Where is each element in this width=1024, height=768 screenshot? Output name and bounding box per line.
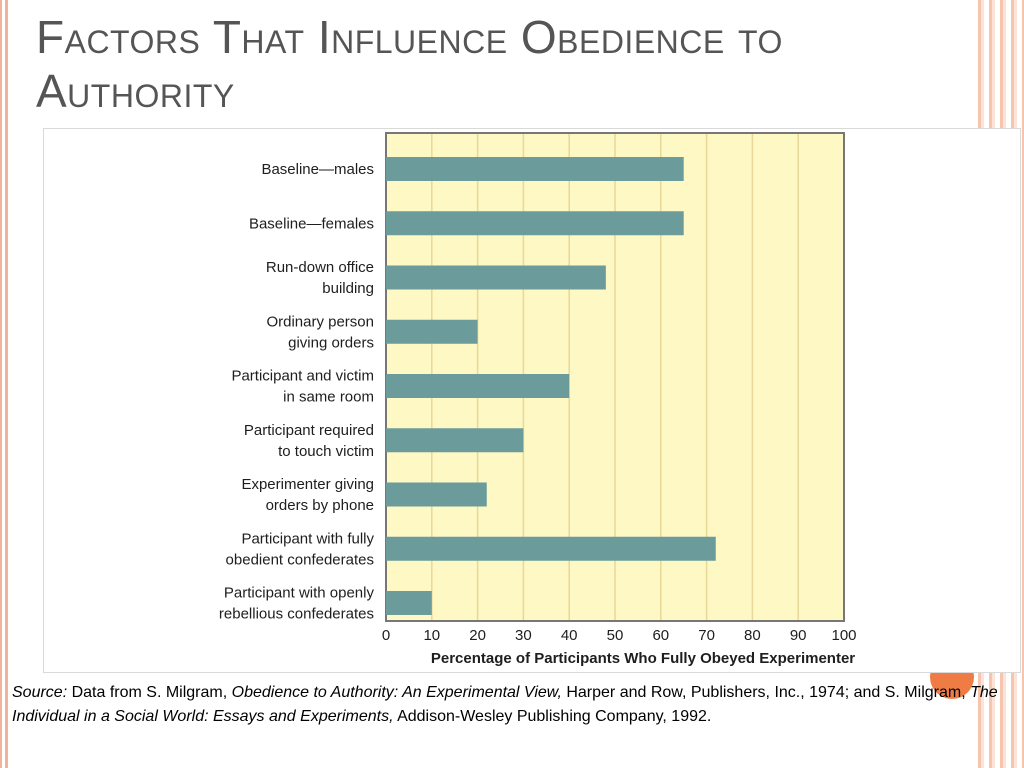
x-tick-label: 100	[831, 627, 856, 644]
category-label: Experimenter giving orders by phone	[241, 476, 374, 514]
source-citation: Source: Data from S. Milgram, Obedience …	[12, 681, 1002, 729]
source-text-2: Harper and Row, Publishers, Inc., 1974; …	[561, 684, 971, 701]
category-label: Baseline—females	[249, 215, 374, 232]
category-label: Participant with fully obedient confedera…	[226, 530, 375, 568]
source-book-1: Obedience to Authority: An Experimental …	[231, 684, 562, 701]
category-label-line: orders by phone	[266, 497, 374, 514]
x-tick-label: 40	[561, 627, 578, 644]
category-label-line: Baseline—males	[261, 161, 374, 178]
bar-chart: Baseline—males Baseline—females Run-down o…	[219, 132, 857, 667]
category-label-line: building	[322, 280, 374, 297]
category-label-line: Participant required	[244, 422, 374, 439]
category-label: Baseline—males	[261, 161, 374, 178]
category-label-line: Ordinary person	[266, 313, 374, 330]
category-label-line: rebellious confederates	[219, 606, 374, 623]
category-label: Ordinary person giving orders	[266, 313, 374, 351]
bar	[386, 374, 570, 398]
x-tick-label: 70	[698, 627, 715, 644]
category-label-line: giving orders	[288, 334, 374, 351]
x-axis-title: Percentage of Participants Who Fully Obe…	[431, 650, 855, 667]
source-book-2: The Individual in a Social World: Essays…	[12, 684, 998, 725]
x-tick-label: 10	[423, 627, 440, 644]
x-tick-label: 90	[790, 627, 807, 644]
bar	[386, 265, 606, 290]
x-tick-label: 80	[744, 627, 761, 644]
category-label-line: obedient confederates	[226, 551, 374, 568]
x-tick-label: 30	[515, 627, 532, 644]
x-tick-label: 50	[607, 627, 624, 644]
x-tick-label: 20	[469, 627, 486, 644]
slide-title: Factors That Influence Obedience to Auth…	[36, 11, 783, 117]
category-label-line: to touch victim	[278, 443, 374, 460]
left-decorative-bar	[0, 0, 8, 768]
bar	[386, 536, 716, 561]
bar	[386, 211, 684, 236]
category-label: Run-down office building	[266, 259, 374, 297]
category-label-line: Participant with fully	[241, 530, 374, 547]
bar	[386, 428, 524, 453]
category-label-line: Baseline—females	[249, 215, 374, 232]
chart-container: Baseline—males Baseline—females Run-down o…	[43, 128, 1021, 673]
bar	[386, 591, 432, 615]
category-label-line: Run-down office	[266, 259, 374, 276]
x-tick-label: 0	[382, 627, 390, 644]
category-label-line: Participant and victim	[231, 368, 374, 385]
source-text-3: Addison-Wesley Publishing Company, 1992.	[393, 708, 712, 725]
category-label-line: Experimenter giving	[241, 476, 374, 493]
bar	[386, 319, 478, 344]
source-label: Source:	[12, 684, 68, 701]
category-label: Participant with openly rebellious confed…	[219, 585, 375, 623]
source-text-1: Data from S. Milgram,	[67, 684, 232, 701]
x-tick-label: 60	[652, 627, 669, 644]
bar	[386, 157, 684, 181]
category-label-line: in same room	[283, 389, 374, 406]
bar	[386, 482, 487, 507]
category-label: Participant and victim in same room	[231, 368, 374, 406]
category-label-line: Participant with openly	[224, 585, 375, 602]
category-label: Participant required to touch victim	[244, 422, 374, 460]
